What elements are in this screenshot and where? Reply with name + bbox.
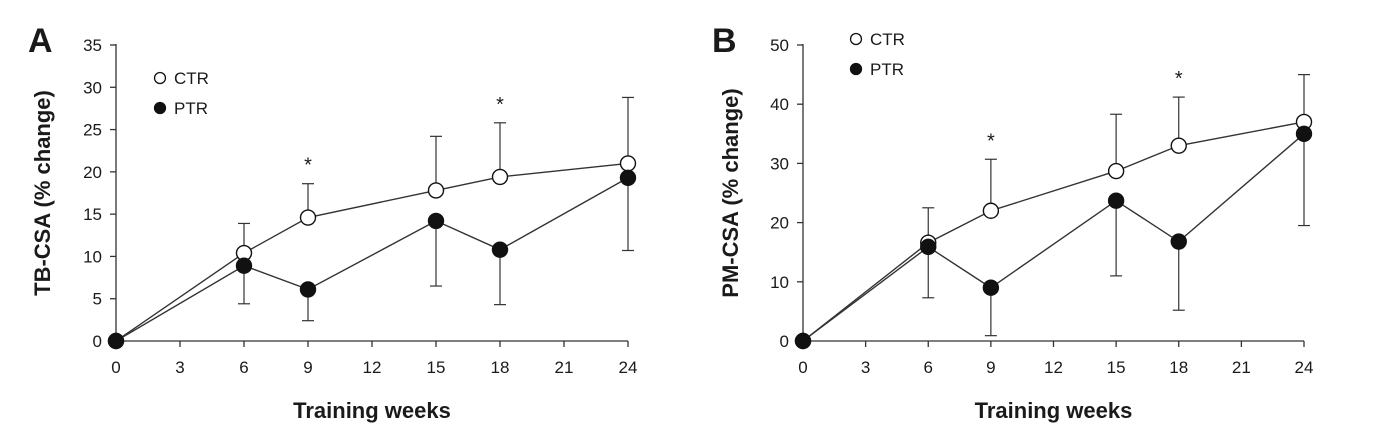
legend-marker bbox=[849, 32, 863, 46]
legend-label: CTR bbox=[174, 69, 209, 88]
x-tick-label: 15 bbox=[427, 358, 446, 377]
data-point bbox=[1170, 137, 1187, 154]
y-tick-label: 35 bbox=[83, 36, 102, 55]
x-tick-label: 18 bbox=[491, 358, 510, 377]
x-tick-label: 6 bbox=[924, 358, 933, 377]
data-point bbox=[920, 238, 937, 256]
legend-marker bbox=[153, 71, 167, 85]
data-point bbox=[619, 169, 637, 186]
series-ptr bbox=[802, 133, 1310, 342]
data-point bbox=[1107, 162, 1125, 180]
x-tick-label: 24 bbox=[1295, 358, 1314, 377]
x-tick-label: 9 bbox=[986, 358, 995, 377]
y-tick-label: 20 bbox=[770, 214, 789, 233]
panel-a: A 0 5 10 15 20 25 30 35 0 3 6 9 12 15 18 21 24 Training we… bbox=[28, 22, 637, 423]
significance-marker: * bbox=[304, 155, 312, 177]
y-tick-label: 10 bbox=[770, 273, 789, 292]
series-line bbox=[115, 177, 629, 342]
x-tick-label: 0 bbox=[798, 358, 807, 377]
y-tick-label: 5 bbox=[93, 290, 102, 309]
legend-label: CTR bbox=[870, 30, 905, 49]
x-axis-label: Training weeks bbox=[975, 398, 1133, 423]
data-point bbox=[982, 279, 1000, 296]
series-ptr bbox=[115, 177, 634, 342]
series-line bbox=[115, 162, 629, 342]
data-point bbox=[299, 281, 317, 298]
y-tick-label: 25 bbox=[83, 121, 102, 140]
y-tick-label: 10 bbox=[83, 247, 102, 266]
y-tick-label: 30 bbox=[83, 78, 102, 97]
y-tick-label: 40 bbox=[770, 95, 789, 114]
significance-marker: * bbox=[496, 94, 504, 116]
legend: CTR PTR bbox=[849, 30, 905, 79]
y-tick-label: 15 bbox=[83, 205, 102, 224]
significance-marker: * bbox=[1175, 68, 1183, 90]
legend-label: PTR bbox=[870, 60, 904, 79]
markers-ctr bbox=[107, 155, 637, 350]
data-point bbox=[107, 332, 125, 350]
x-tick-label: 9 bbox=[303, 358, 312, 377]
y-tick-label: 0 bbox=[780, 332, 789, 351]
data-point bbox=[1170, 233, 1187, 250]
x-tick-label: 24 bbox=[619, 358, 638, 377]
data-point bbox=[491, 168, 509, 186]
y-axis-label: TB-CSA (% change) bbox=[30, 90, 55, 296]
y-tick-label: 30 bbox=[770, 154, 789, 173]
panel-label: B bbox=[712, 22, 737, 60]
x-tick-label: 15 bbox=[1107, 358, 1126, 377]
data-point bbox=[982, 202, 1000, 219]
y-tick-label: 20 bbox=[83, 163, 102, 182]
x-tick-label: 3 bbox=[175, 358, 184, 377]
markers-ptr bbox=[107, 169, 637, 350]
legend-label: PTR bbox=[174, 99, 208, 118]
x-tick-label: 21 bbox=[555, 358, 574, 377]
y-axis-label: PM-CSA (% change) bbox=[718, 88, 743, 297]
data-point bbox=[1295, 125, 1313, 143]
series-ctr bbox=[115, 96, 634, 342]
x-tick-label: 0 bbox=[111, 358, 120, 377]
data-point bbox=[235, 257, 253, 274]
series-line bbox=[802, 121, 1305, 342]
series-line bbox=[802, 133, 1305, 342]
data-point bbox=[299, 209, 317, 226]
data-point bbox=[491, 241, 509, 258]
y-tick-label: 50 bbox=[770, 36, 789, 55]
legend-marker bbox=[849, 62, 863, 76]
data-point bbox=[619, 155, 637, 172]
panel-label: A bbox=[28, 22, 53, 60]
x-tick-label: 18 bbox=[1169, 358, 1188, 377]
x-tick-label: 12 bbox=[1044, 358, 1063, 377]
y-tick-label: 0 bbox=[93, 332, 102, 351]
x-tick-label: 12 bbox=[363, 358, 382, 377]
markers-ctr bbox=[794, 113, 1313, 350]
data-point bbox=[427, 212, 445, 230]
x-tick-label: 6 bbox=[239, 358, 248, 377]
x-tick-label: 21 bbox=[1232, 358, 1251, 377]
significance-marker: * bbox=[987, 130, 995, 152]
data-point bbox=[794, 332, 812, 350]
data-point bbox=[1107, 192, 1125, 209]
series-ctr bbox=[802, 73, 1310, 342]
x-tick-label: 3 bbox=[861, 358, 870, 377]
legend: CTR PTR bbox=[153, 69, 209, 118]
markers-ptr bbox=[794, 125, 1313, 350]
x-axis-label: Training weeks bbox=[293, 398, 451, 423]
legend-marker bbox=[153, 101, 167, 115]
data-point bbox=[427, 182, 445, 199]
panel-b: B 0 10 20 30 40 50 0 3 6 9 12 15 18 21 24 Training weeks… bbox=[712, 22, 1313, 423]
